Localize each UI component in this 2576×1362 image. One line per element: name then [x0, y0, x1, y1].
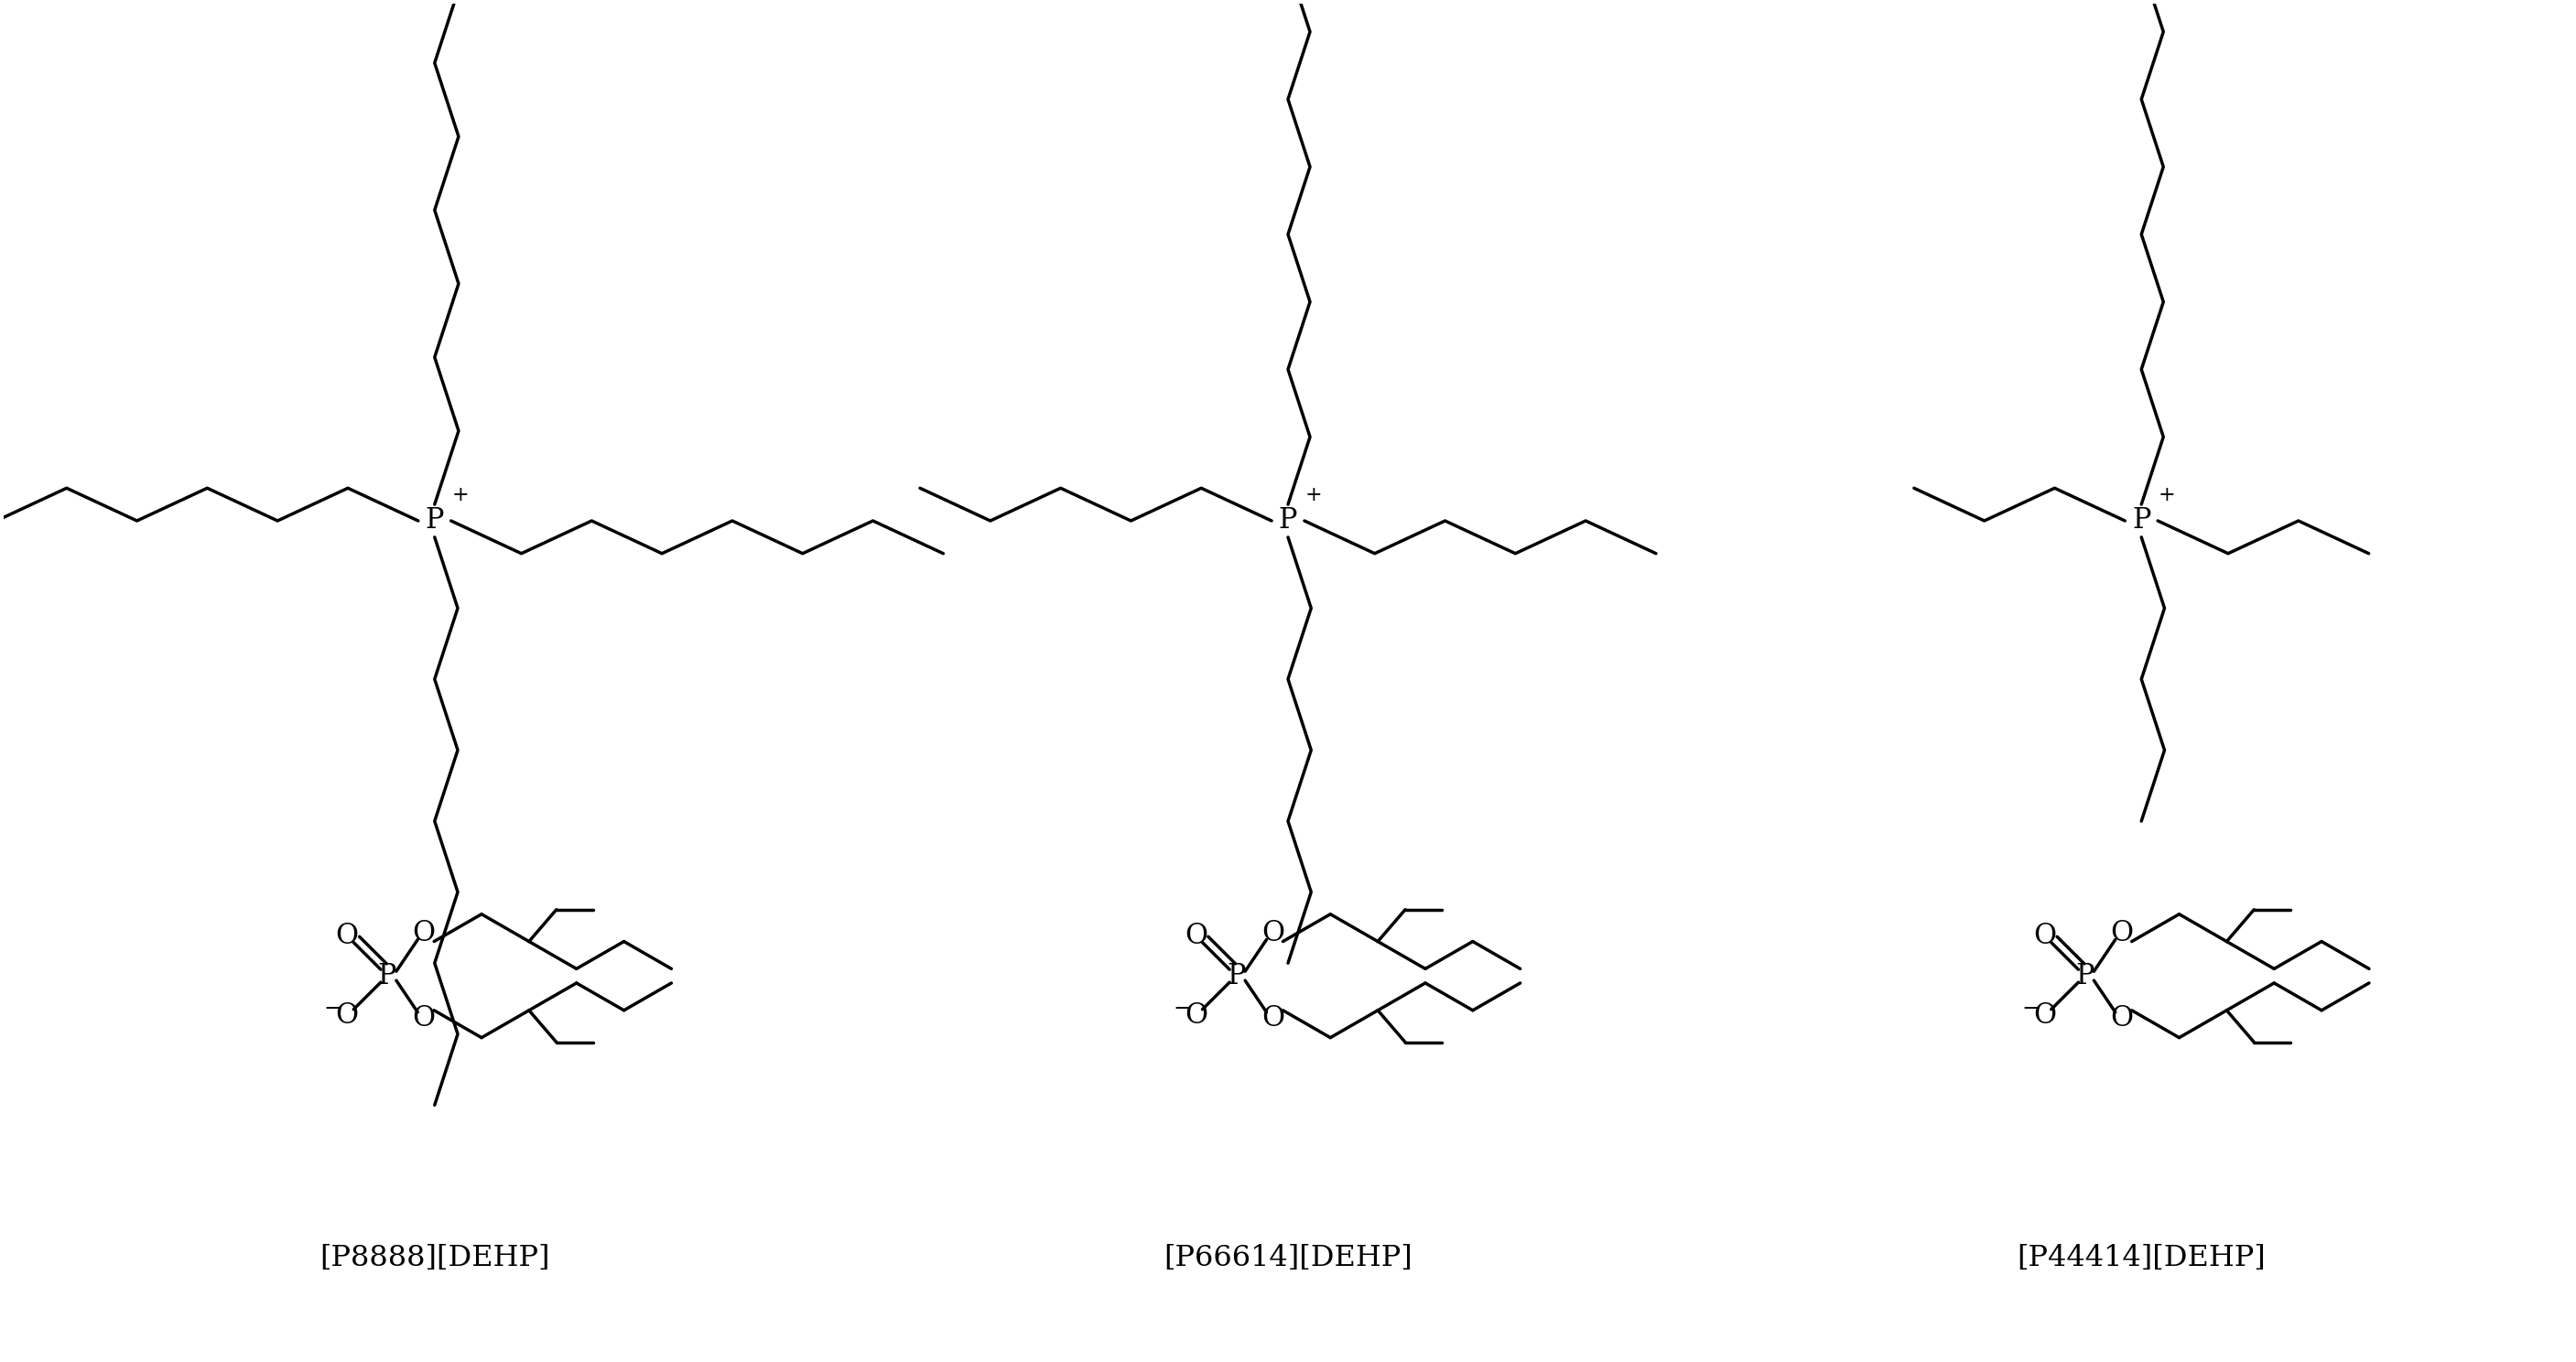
Text: O: O: [335, 1001, 358, 1030]
Text: O: O: [1185, 1001, 1208, 1030]
Text: −: −: [2022, 998, 2040, 1020]
Text: P: P: [425, 507, 443, 535]
Text: P: P: [2076, 962, 2094, 990]
Text: O: O: [412, 919, 435, 948]
Text: P: P: [1278, 507, 1298, 535]
Text: +: +: [1306, 485, 1321, 505]
Text: −: −: [325, 998, 343, 1020]
Text: P: P: [2133, 507, 2151, 535]
Text: [P44414][DEHP]: [P44414][DEHP]: [2017, 1244, 2267, 1272]
Text: O: O: [335, 922, 358, 951]
Text: O: O: [2110, 919, 2133, 948]
Text: +: +: [2159, 485, 2177, 505]
Text: O: O: [1185, 922, 1208, 951]
Text: P: P: [379, 962, 397, 990]
Text: O: O: [2032, 922, 2056, 951]
Text: O: O: [1262, 919, 1285, 948]
Text: O: O: [412, 1004, 435, 1032]
Text: O: O: [1262, 1004, 1285, 1032]
Text: [P66614][DEHP]: [P66614][DEHP]: [1164, 1244, 1412, 1272]
Text: −: −: [1172, 998, 1193, 1020]
Text: O: O: [2110, 1004, 2133, 1032]
Text: [P8888][DEHP]: [P8888][DEHP]: [319, 1244, 549, 1272]
Text: O: O: [2032, 1001, 2056, 1030]
Text: P: P: [1226, 962, 1244, 990]
Text: +: +: [451, 485, 469, 505]
